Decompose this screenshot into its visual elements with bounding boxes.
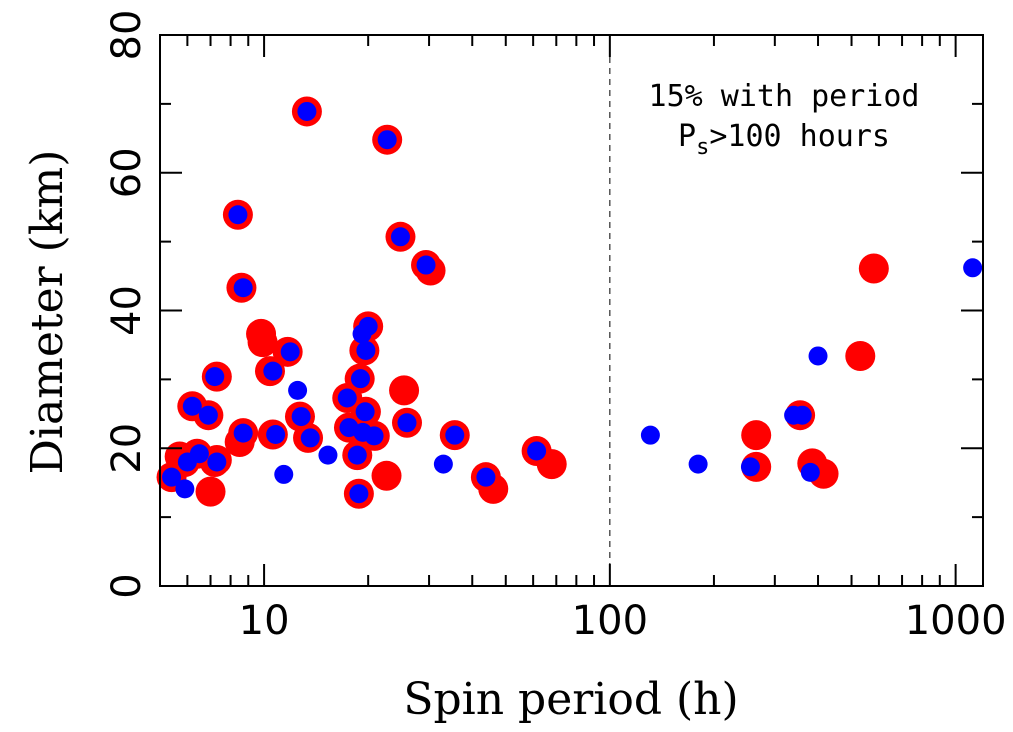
blue-data-point xyxy=(198,405,218,425)
blue-data-point xyxy=(397,413,417,433)
blue-data-point xyxy=(740,457,760,477)
blue-data-point xyxy=(288,380,308,400)
blue-data-point xyxy=(266,424,286,444)
blue-data-point xyxy=(364,426,384,446)
blue-data-point xyxy=(228,205,248,225)
blue-data-point xyxy=(640,425,660,445)
red-data-point xyxy=(195,476,226,507)
blue-data-point xyxy=(233,278,253,298)
blue-data-point xyxy=(800,462,820,482)
blue-data-point xyxy=(416,255,436,275)
blue-data-point xyxy=(337,388,357,408)
annotation-line-1: 15% with period xyxy=(649,79,920,114)
blue-data-point xyxy=(291,407,311,427)
blue-data-point xyxy=(347,445,367,465)
data-points xyxy=(156,96,983,509)
plot-frame xyxy=(159,34,984,587)
y-tick-label: 40 xyxy=(104,285,150,336)
blue-data-point xyxy=(792,405,812,425)
y-tick-label: 0 xyxy=(104,573,150,598)
y-tick-label: 20 xyxy=(104,423,150,474)
blue-data-point xyxy=(358,316,378,336)
blue-data-point xyxy=(274,464,294,484)
blue-data-point xyxy=(263,361,283,381)
x-tick-label: 10 xyxy=(239,598,290,644)
blue-data-point xyxy=(355,402,375,422)
annotation-line-2: Ps>100 hours xyxy=(678,119,890,160)
blue-data-point xyxy=(205,367,225,387)
blue-data-point xyxy=(280,342,300,362)
axes: 10 100 1000 0 20 40 60 80 xyxy=(104,10,1007,644)
blue-data-point xyxy=(189,444,209,464)
blue-data-point xyxy=(356,340,376,360)
blue-data-point xyxy=(433,454,453,474)
red-data-point xyxy=(845,340,876,371)
blue-data-point xyxy=(175,479,195,499)
blue-data-point xyxy=(207,452,227,472)
x-tick-label: 1000 xyxy=(905,598,1007,644)
annotation-period-symbol: P xyxy=(678,119,696,154)
blue-data-point xyxy=(297,101,317,121)
blue-data-point xyxy=(349,484,369,504)
red-data-point xyxy=(858,253,889,284)
blue-data-point xyxy=(963,258,983,278)
blue-data-point xyxy=(476,467,496,487)
blue-data-point xyxy=(300,428,320,448)
y-tick-label: 80 xyxy=(104,10,150,61)
blue-data-point xyxy=(182,396,202,416)
red-data-point xyxy=(371,460,402,491)
blue-data-point xyxy=(318,445,338,465)
x-axis-label: Spin period (h) xyxy=(403,674,738,725)
blue-data-point xyxy=(527,441,547,461)
blue-data-point xyxy=(233,423,253,443)
red-data-point xyxy=(741,420,772,451)
x-tick-label: 100 xyxy=(572,598,648,644)
annotation-period-threshold: >100 hours xyxy=(709,119,890,154)
y-axis-label: Diameter (km) xyxy=(22,150,73,475)
blue-data-point xyxy=(390,227,410,247)
red-data-point xyxy=(389,375,420,406)
y-tick-label: 60 xyxy=(104,147,150,198)
red-data-point xyxy=(247,327,278,358)
blue-data-point xyxy=(377,130,397,150)
blue-data-point xyxy=(162,467,182,487)
blue-data-point xyxy=(688,454,708,474)
blue-data-point xyxy=(350,369,370,389)
blue-data-point xyxy=(808,346,828,366)
annotation-period-subscript: s xyxy=(696,135,709,160)
blue-data-point xyxy=(445,425,465,445)
